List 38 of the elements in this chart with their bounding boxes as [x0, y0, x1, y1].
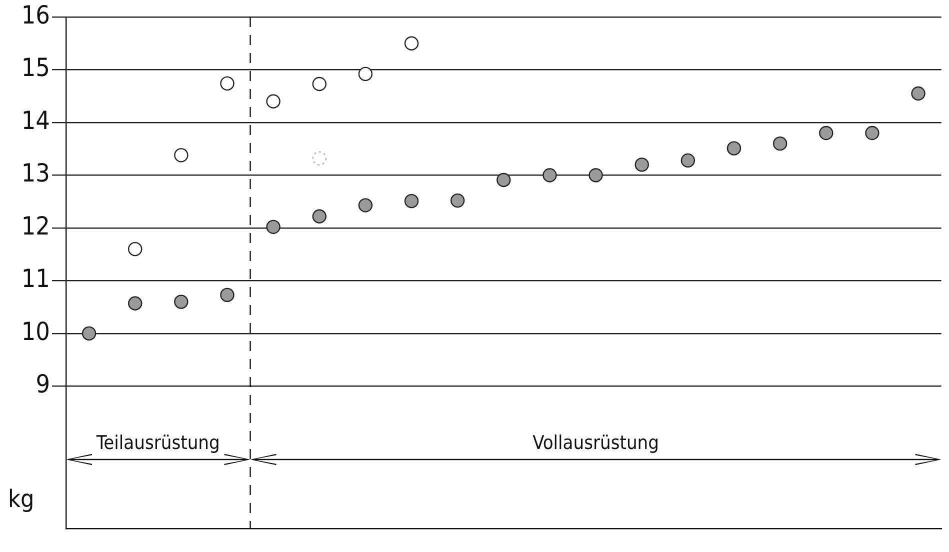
point: [680, 153, 696, 168]
point: [450, 193, 465, 208]
point: [220, 288, 234, 302]
y-tick-label: 10: [21, 316, 50, 346]
point: [220, 76, 234, 91]
point: [358, 198, 373, 212]
point: [911, 86, 926, 101]
point: [358, 66, 373, 82]
point: [496, 172, 511, 188]
annotation: Vollausrüstung: [532, 432, 659, 454]
y-axis-title: kg: [8, 484, 34, 513]
point: [588, 168, 603, 182]
point: [82, 326, 96, 341]
y-tick-label: 13: [21, 158, 50, 188]
annotation: Teilausrüstung: [95, 432, 220, 454]
y-tick-label: 9: [36, 370, 50, 399]
point: [312, 209, 326, 224]
point: [174, 294, 188, 309]
point: [865, 126, 880, 140]
y-tick-label: 16: [21, 0, 50, 30]
y-tick-label: 14: [21, 106, 50, 135]
y-tick-label: 12: [21, 211, 50, 240]
point: [819, 126, 834, 140]
point: [634, 158, 649, 172]
point: [128, 242, 142, 256]
y-tick-label: 11: [21, 264, 50, 294]
point: [772, 136, 788, 151]
point: [726, 141, 742, 156]
point: [404, 194, 419, 208]
point: [542, 168, 557, 182]
point: [266, 220, 280, 234]
point: [266, 94, 280, 108]
point: [128, 296, 142, 310]
point: [312, 76, 326, 92]
point: [312, 151, 326, 166]
point: [404, 36, 419, 50]
y-tick-label: 15: [21, 53, 50, 82]
point: [174, 148, 188, 162]
